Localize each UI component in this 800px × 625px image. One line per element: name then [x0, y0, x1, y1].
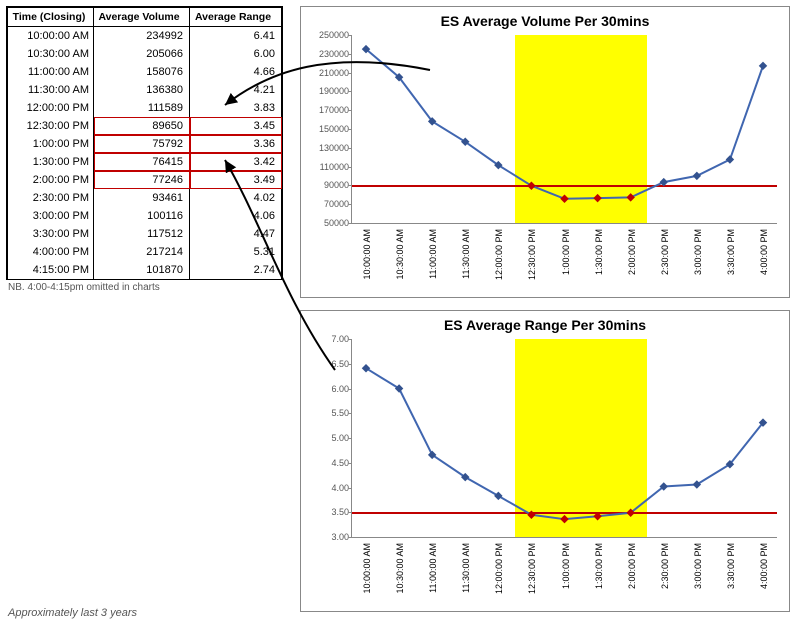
cell-range: 6.41	[190, 27, 282, 46]
cell-time: 3:00:00 PM	[8, 207, 94, 225]
x-tick-label: 4:00:00 PM	[759, 543, 769, 589]
cell-time: 10:30:00 AM	[8, 45, 94, 63]
cell-vol: 93461	[94, 189, 190, 207]
series	[352, 339, 777, 537]
x-tick-label: 3:30:00 PM	[726, 543, 736, 589]
cell-range: 3.49	[190, 171, 282, 189]
cell-range: 4.06	[190, 207, 282, 225]
x-tick-label: 10:00:00 AM	[362, 229, 372, 280]
x-tick-label: 11:30:00 AM	[461, 229, 471, 279]
x-tick-label: 12:00:00 PM	[494, 543, 504, 594]
volume-chart-title: ES Average Volume Per 30mins	[301, 13, 789, 29]
cell-vol: 136380	[94, 81, 190, 99]
range-chart-title: ES Average Range Per 30mins	[301, 317, 789, 333]
range-chart-plot: 3.003.504.004.505.005.506.006.507.0010:0…	[351, 339, 777, 538]
cell-time: 1:00:00 PM	[8, 135, 94, 153]
x-tick-label: 12:30:00 PM	[527, 543, 537, 594]
x-tick-label: 10:30:00 AM	[395, 229, 405, 280]
cell-vol: 75792	[94, 135, 190, 153]
cell-time: 3:30:00 PM	[8, 225, 94, 243]
cell-range: 3.42	[190, 153, 282, 171]
cell-range: 3.45	[190, 117, 282, 135]
cell-range: 6.00	[190, 45, 282, 63]
cell-vol: 234992	[94, 27, 190, 46]
volume-chart-plot: 5000070000900001100001300001500001700001…	[351, 35, 777, 224]
x-tick-label: 1:00:00 PM	[561, 543, 571, 589]
cell-range: 4.66	[190, 63, 282, 81]
th-vol: Average Volume	[94, 8, 190, 27]
cell-range: 3.36	[190, 135, 282, 153]
cell-range: 2.74	[190, 261, 282, 279]
x-tick-label: 3:00:00 PM	[693, 543, 703, 589]
x-tick-label: 1:30:00 PM	[594, 543, 604, 589]
cell-vol: 89650	[94, 117, 190, 135]
footer-note: Approximately last 3 years	[8, 607, 137, 619]
x-tick-label: 11:30:00 AM	[461, 543, 471, 593]
x-tick-label: 1:30:00 PM	[594, 229, 604, 275]
cell-time: 1:30:00 PM	[8, 153, 94, 171]
x-tick-label: 1:00:00 PM	[561, 229, 571, 275]
cell-range: 4.02	[190, 189, 282, 207]
cell-time: 11:30:00 AM	[8, 81, 94, 99]
x-tick-label: 10:00:00 AM	[362, 543, 372, 594]
cell-vol: 205066	[94, 45, 190, 63]
cell-vol: 77246	[94, 171, 190, 189]
cell-range: 4.47	[190, 225, 282, 243]
x-tick-label: 2:30:00 PM	[660, 229, 670, 275]
cell-vol: 100116	[94, 207, 190, 225]
x-tick-label: 11:00:00 AM	[428, 543, 438, 593]
x-tick-label: 2:00:00 PM	[627, 229, 637, 275]
cell-time: 2:30:00 PM	[8, 189, 94, 207]
cell-range: 4.21	[190, 81, 282, 99]
cell-vol: 111589	[94, 99, 190, 117]
x-tick-label: 12:00:00 PM	[494, 229, 504, 280]
series	[352, 35, 777, 223]
cell-time: 2:00:00 PM	[8, 171, 94, 189]
cell-vol: 101870	[94, 261, 190, 279]
x-tick-label: 3:00:00 PM	[693, 229, 703, 275]
cell-vol: 158076	[94, 63, 190, 81]
x-tick-label: 4:00:00 PM	[759, 229, 769, 275]
x-tick-label: 10:30:00 AM	[395, 543, 405, 594]
cell-time: 12:30:00 PM	[8, 117, 94, 135]
x-tick-label: 12:30:00 PM	[527, 229, 537, 280]
data-table: Time (Closing) Average Volume Average Ra…	[6, 6, 283, 280]
cell-time: 4:15:00 PM	[8, 261, 94, 279]
volume-chart: ES Average Volume Per 30mins 50000700009…	[300, 6, 790, 298]
range-chart: ES Average Range Per 30mins 3.003.504.00…	[300, 310, 790, 612]
cell-time: 12:00:00 PM	[8, 99, 94, 117]
x-tick-label: 2:00:00 PM	[627, 543, 637, 589]
cell-time: 10:00:00 AM	[8, 27, 94, 46]
cell-time: 11:00:00 AM	[8, 63, 94, 81]
table-note: NB. 4:00-4:15pm omitted in charts	[8, 282, 160, 293]
cell-range: 3.83	[190, 99, 282, 117]
x-tick-label: 3:30:00 PM	[726, 229, 736, 275]
th-time: Time (Closing)	[8, 8, 94, 27]
cell-range: 5.31	[190, 243, 282, 261]
cell-vol: 76415	[94, 153, 190, 171]
x-tick-label: 2:30:00 PM	[660, 543, 670, 589]
th-range: Average Range	[190, 8, 282, 27]
cell-vol: 217214	[94, 243, 190, 261]
cell-time: 4:00:00 PM	[8, 243, 94, 261]
cell-vol: 117512	[94, 225, 190, 243]
x-tick-label: 11:00:00 AM	[428, 229, 438, 279]
